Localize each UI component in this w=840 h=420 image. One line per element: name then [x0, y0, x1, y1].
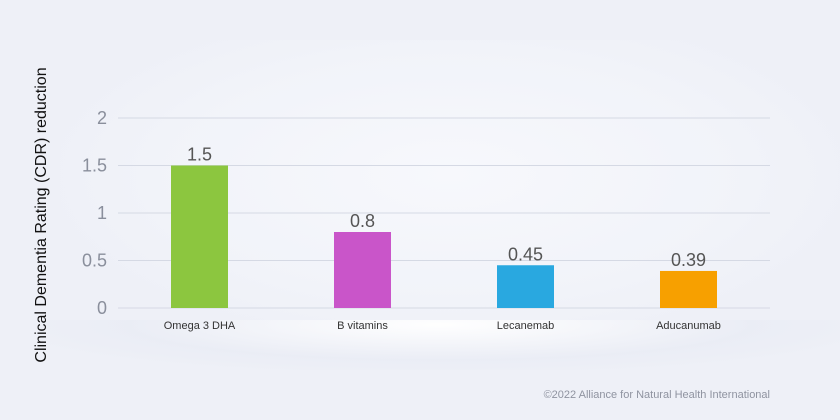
data-label: 0.39	[671, 250, 706, 270]
bars	[171, 165, 717, 308]
bar	[660, 270, 717, 308]
data-label: 1.5	[187, 145, 212, 165]
data-label: 0.8	[350, 211, 375, 231]
floor-shadow	[40, 320, 840, 370]
bar	[497, 265, 554, 308]
x-tick-label: Omega 3 DHA	[164, 320, 236, 332]
y-tick-label: 1	[97, 203, 107, 223]
bar	[171, 165, 228, 308]
y-tick-label: 0	[97, 298, 107, 318]
x-tick-label: Lecanemab	[497, 320, 555, 332]
value-labels: 1.5 0.8 0.45 0.39	[187, 145, 706, 270]
y-tick-label: 2	[97, 108, 107, 128]
y-tick-label: 1.5	[82, 156, 107, 176]
x-tick-label: B vitamins	[337, 320, 388, 332]
bar	[334, 232, 391, 308]
y-tick-label: 0.5	[82, 251, 107, 271]
y-tick-labels: 0 0.5 1 1.5 2	[82, 108, 107, 318]
data-label: 0.45	[508, 244, 543, 264]
copyright-footer: ©2022 Alliance for Natural Health Intern…	[543, 389, 770, 401]
x-tick-labels: Omega 3 DHA B vitamins Lecanemab Aducanumab	[164, 320, 721, 332]
y-axis-label: Clinical Dementia Rating (CDR) reduction	[33, 67, 50, 363]
x-tick-label: Aducanumab	[656, 320, 721, 332]
